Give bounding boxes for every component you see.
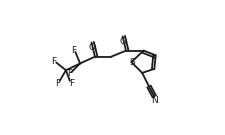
Text: F: F [55, 79, 60, 87]
Text: O: O [88, 43, 95, 52]
Text: O: O [119, 37, 126, 46]
Text: N: N [151, 96, 158, 105]
Text: F: F [70, 79, 74, 87]
Text: F: F [51, 57, 56, 66]
Text: F: F [72, 46, 76, 55]
Text: S: S [129, 58, 135, 67]
Text: F: F [68, 69, 72, 78]
